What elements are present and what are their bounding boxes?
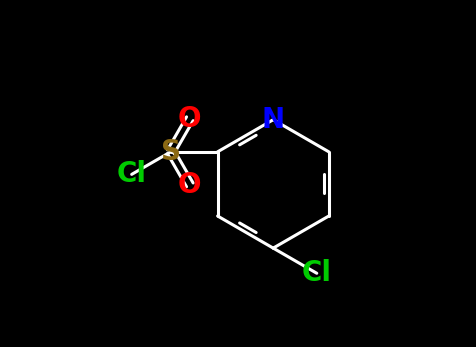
Text: S: S bbox=[160, 138, 180, 166]
Text: N: N bbox=[261, 106, 284, 134]
Text: Cl: Cl bbox=[301, 259, 331, 287]
Text: O: O bbox=[178, 105, 201, 133]
Text: O: O bbox=[178, 171, 201, 199]
Text: Cl: Cl bbox=[117, 160, 147, 188]
